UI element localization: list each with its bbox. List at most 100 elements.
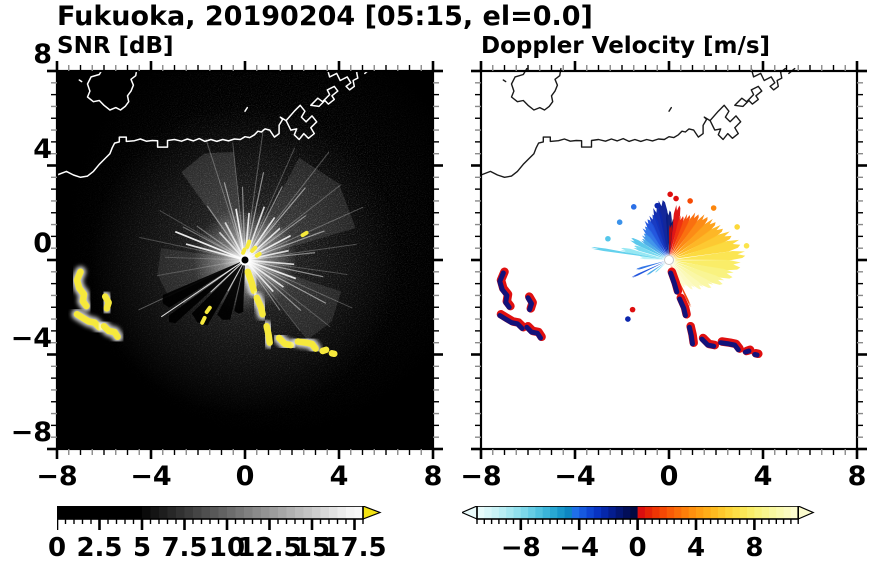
yellow-dash	[300, 230, 309, 238]
snr-shadow-spokes	[160, 259, 246, 326]
snr-colorbar-label: 17.5	[322, 533, 387, 563]
velocity-wedge	[591, 247, 665, 260]
doppler-colorbar-label: 4	[686, 533, 706, 563]
colorbar-segment	[329, 506, 338, 519]
doppler-speckles	[605, 191, 750, 322]
coastline	[480, 67, 796, 178]
velocity-wedge	[672, 231, 732, 259]
colorbar-segment	[703, 506, 711, 519]
colorbar-segment	[159, 506, 168, 519]
blob-navy	[497, 270, 512, 310]
coastline	[56, 67, 372, 179]
doppler-velocity-fan	[591, 200, 746, 308]
velocity-wedge	[671, 263, 695, 290]
velocity-wedge	[669, 224, 673, 256]
shadow-spoke	[191, 260, 245, 326]
velocity-wedge	[641, 233, 667, 257]
colorbar-segment	[91, 506, 100, 519]
velocity-speckle	[673, 195, 679, 202]
doppler-panel-title: Doppler Velocity [m/s]	[481, 33, 771, 59]
colorbar-segment	[99, 506, 109, 519]
overflow-arrow	[362, 506, 382, 520]
coast-segment	[244, 106, 249, 112]
colorbar-segment	[57, 506, 66, 519]
velocity-wedge	[672, 218, 716, 258]
coast-segment	[750, 67, 786, 91]
velocity-wedge	[673, 251, 746, 260]
coast-segment	[510, 67, 562, 111]
velocity-speckle	[605, 235, 611, 242]
colorbar-segment	[564, 506, 573, 519]
snr-colorbar	[57, 506, 382, 530]
shadow-spoke	[168, 260, 245, 324]
colorbar-segment	[571, 506, 580, 519]
blob-yellow	[100, 322, 121, 341]
colorbar-segment	[783, 506, 792, 519]
coast-segment	[502, 79, 507, 83]
colorbar-segment	[630, 506, 638, 519]
colorbar-segment	[176, 506, 185, 519]
velocity-wedge	[669, 204, 681, 256]
colorbar-segment	[608, 506, 617, 519]
velocity-speckle	[710, 205, 717, 211]
y-tick-label: −8	[10, 417, 52, 448]
colorbar-segment	[776, 506, 784, 519]
colorbar-segment	[303, 506, 313, 519]
yellow-dash	[204, 305, 212, 314]
velocity-wedge	[630, 238, 666, 258]
colorbar-segment	[674, 506, 682, 519]
velocity-speckle	[616, 219, 623, 225]
blob-navy	[752, 352, 760, 358]
yellow-dash	[245, 239, 252, 249]
doppler-panel	[469, 59, 869, 465]
x-tick-label: 4	[753, 461, 773, 492]
colorbar-segment	[520, 506, 529, 519]
doppler-colorbar-label: −4	[559, 533, 600, 563]
velocity-wedge	[631, 261, 666, 279]
snr-colorbar-label: 10	[208, 533, 246, 563]
colorbar-segment	[528, 506, 536, 519]
blob-navy	[525, 295, 534, 313]
velocity-wedge	[672, 224, 723, 258]
colorbar-segment	[133, 506, 143, 519]
blob-navy	[742, 348, 752, 355]
blob-yellow	[275, 334, 295, 349]
colorbar-segment	[337, 506, 347, 519]
colorbar-segment	[623, 506, 631, 519]
blob-navy	[718, 340, 741, 353]
radar-site-dot	[664, 255, 674, 265]
colorbar-segment	[666, 506, 675, 519]
colorbar-segment	[65, 506, 75, 519]
colorbar-segment	[725, 506, 733, 519]
colorbar-segment	[535, 506, 544, 519]
velocity-speckle	[630, 204, 637, 210]
high-snr-blobs	[71, 266, 340, 360]
snr-colorbar-label: 2.5	[76, 533, 123, 563]
yellow-dash	[250, 245, 258, 253]
colorbar-segment	[116, 506, 126, 519]
velocity-speckle	[667, 191, 673, 198]
colorbar-segment	[717, 506, 726, 519]
velocity-wedge	[673, 260, 741, 271]
shadow-spoke	[217, 260, 245, 320]
colorbar-segment	[167, 506, 177, 519]
colorbar-segment	[498, 506, 507, 519]
x-tick-label: 4	[329, 461, 349, 492]
colorbar-segment	[261, 506, 270, 519]
blob-yellow	[328, 350, 338, 358]
colorbar-segment	[747, 506, 755, 519]
colorbar-segment	[74, 506, 83, 519]
doppler-axis-ticks	[471, 61, 867, 459]
y-tick-label: 8	[33, 39, 52, 70]
colorbar-segment	[644, 506, 653, 519]
coast-segment	[709, 104, 742, 141]
x-tick-label: 8	[423, 461, 443, 492]
blob-yellow	[263, 322, 273, 346]
colorbar-segment	[278, 506, 287, 519]
colorbar-segment	[193, 506, 202, 519]
blob-yellow	[294, 338, 319, 352]
colorbar-segment	[601, 506, 609, 519]
figure-title: Fukuoka, 20190204 [05:15, el=0.0]	[57, 1, 593, 32]
doppler-colorbar-label: 8	[745, 533, 764, 563]
snr-panel	[45, 59, 445, 465]
